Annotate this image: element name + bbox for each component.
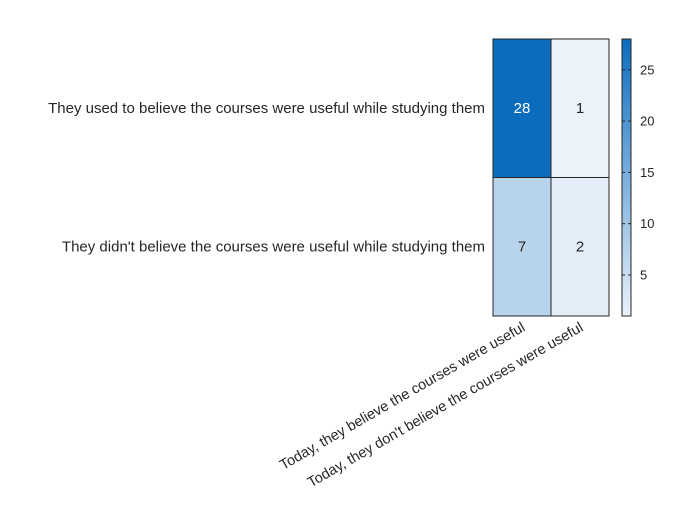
colorbar-tick-label: 25 xyxy=(640,62,654,77)
heatmap-cell-values: 28 1 7 2 xyxy=(514,100,585,256)
row-labels: They used to believe the courses were us… xyxy=(48,100,485,256)
colorbar-tick-label: 10 xyxy=(640,216,654,231)
heatmap-cells xyxy=(492,38,610,317)
colorbar-tick-label: 20 xyxy=(640,114,654,129)
heatmap-cell xyxy=(492,38,552,178)
column-labels: Today, they believe the courses were use… xyxy=(277,320,586,491)
cell-value-label: 7 xyxy=(518,238,526,255)
cell-value-label: 2 xyxy=(576,238,584,255)
cell-value-label: 28 xyxy=(514,100,531,117)
colorbar-gradient xyxy=(621,38,632,317)
heatmap-cell xyxy=(550,38,610,178)
heatmap-cell xyxy=(550,177,610,317)
row-label: They used to believe the courses were us… xyxy=(48,100,485,117)
column-label: Today, they believe the courses were use… xyxy=(277,320,528,474)
colorbar: 5 10 15 20 25 xyxy=(621,38,654,317)
column-label: Today, they don't believe the courses we… xyxy=(305,320,586,491)
heatmap-cell xyxy=(492,177,552,317)
colorbar-tick-label: 5 xyxy=(640,267,647,282)
colorbar-tick-label: 15 xyxy=(640,165,654,180)
row-label: They didn't believe the courses were use… xyxy=(62,238,485,255)
cell-value-label: 1 xyxy=(576,100,584,117)
